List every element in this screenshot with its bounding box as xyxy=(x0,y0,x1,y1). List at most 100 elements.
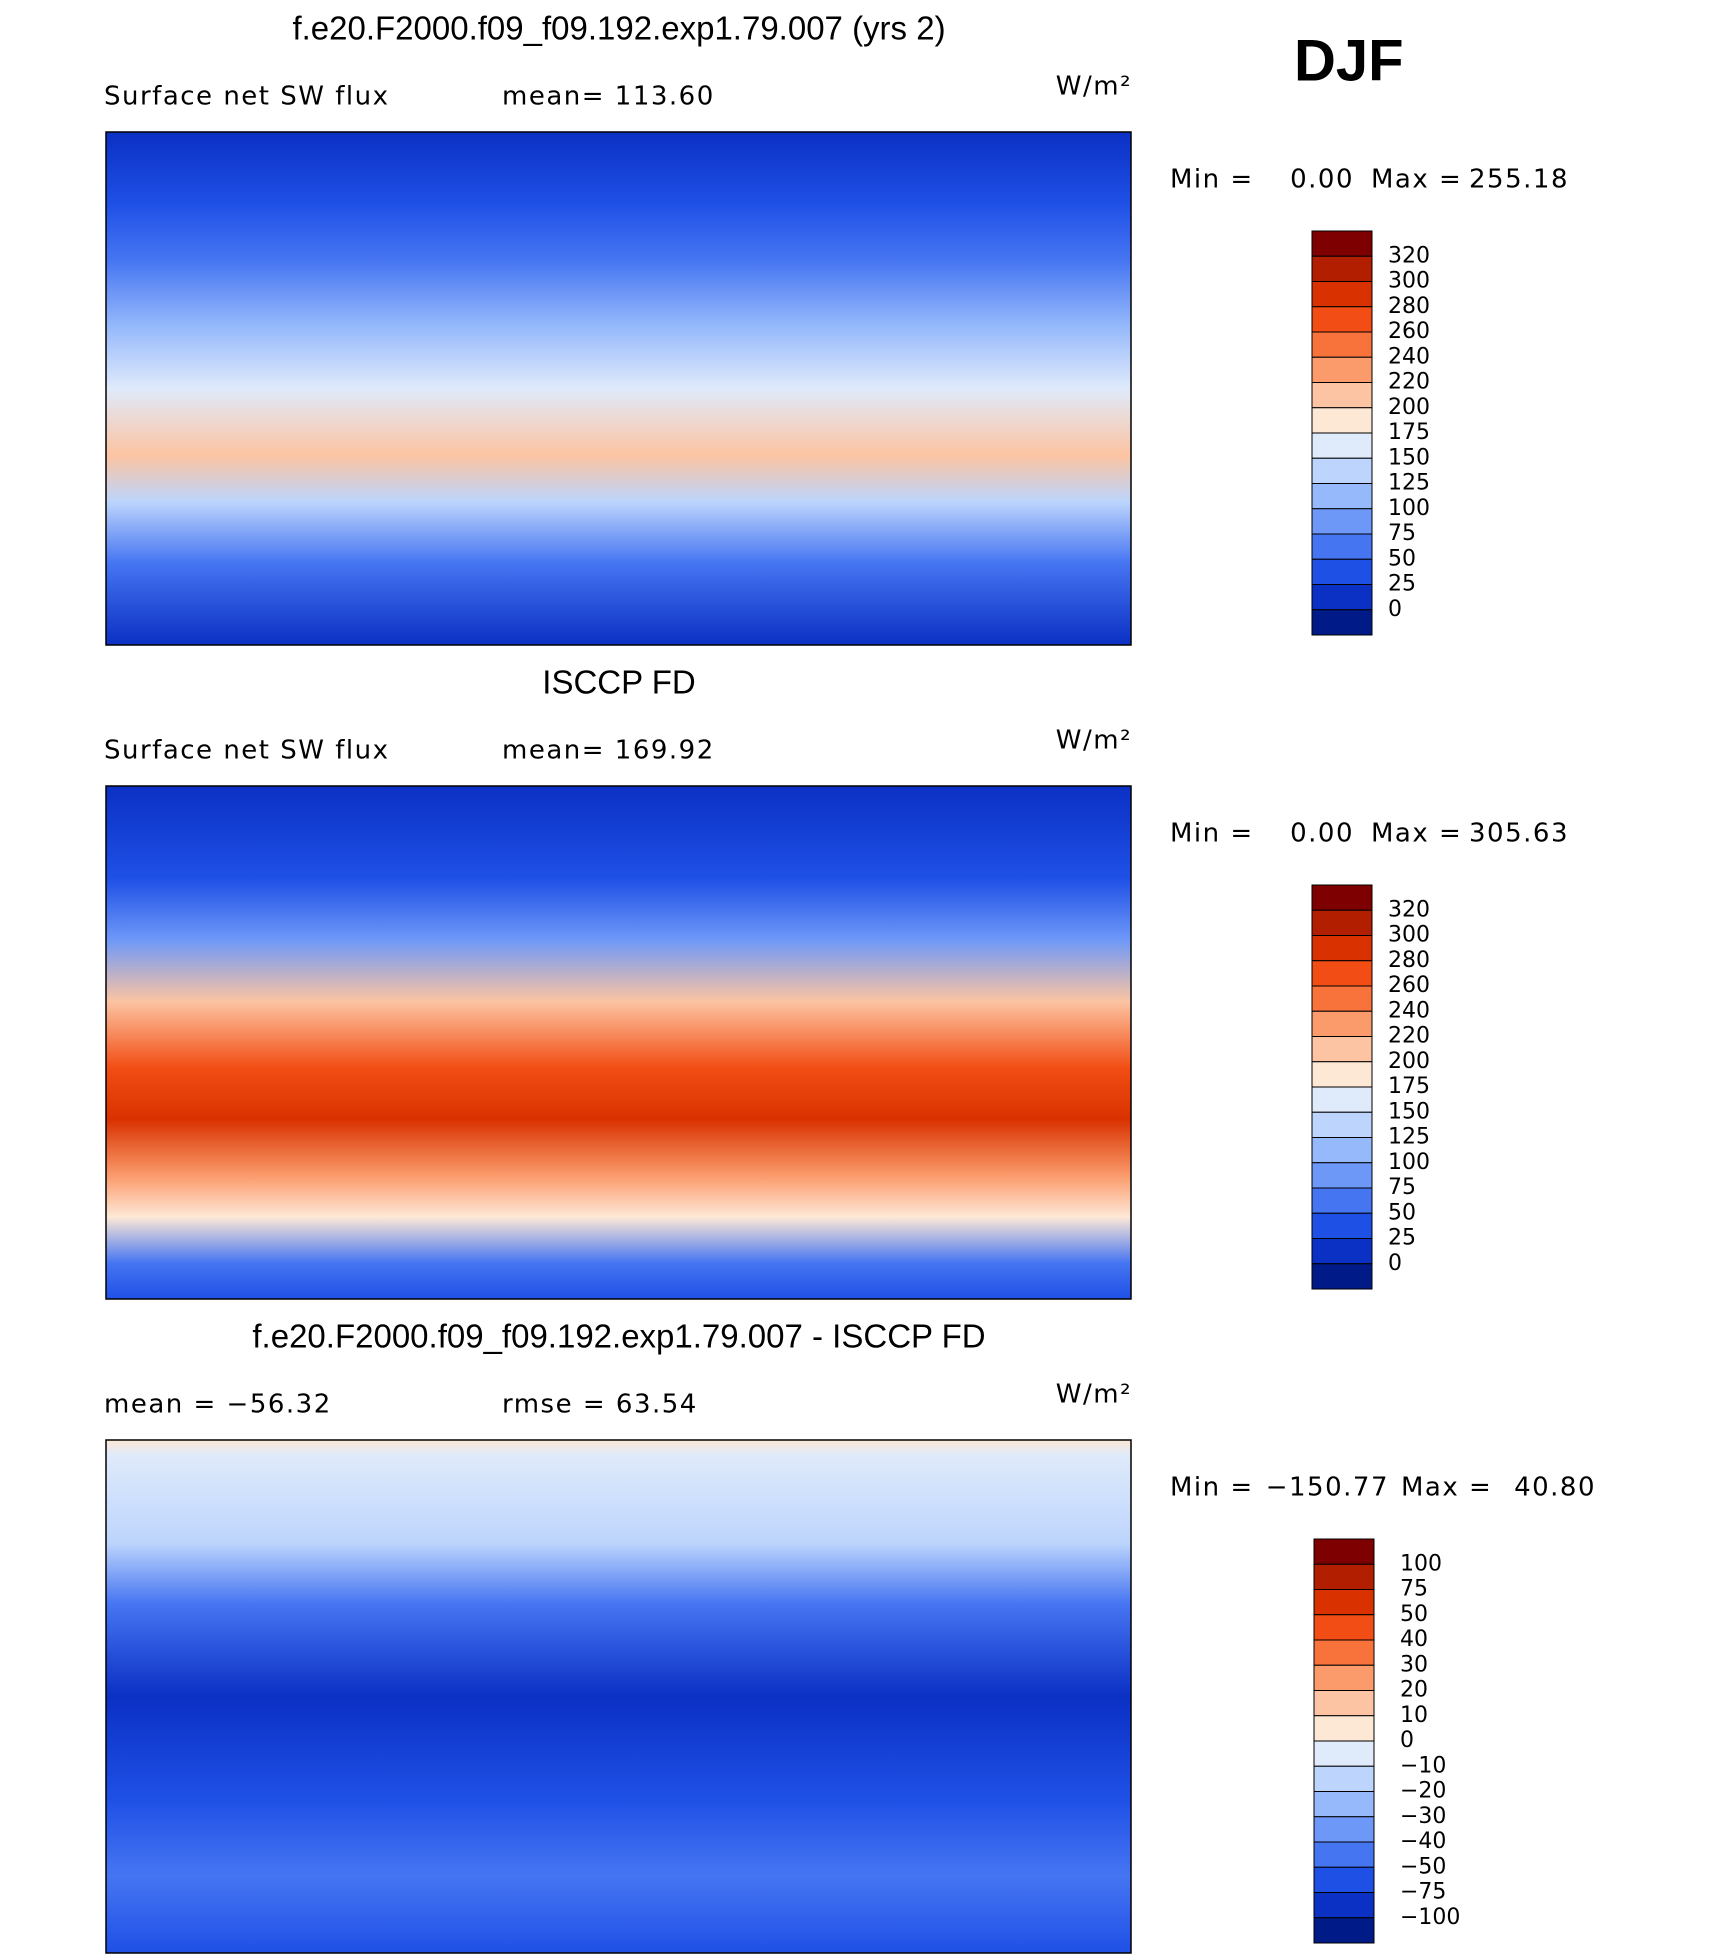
colorbar-label: 150 xyxy=(1388,445,1430,470)
colorbar-label: 10 xyxy=(1400,1703,1428,1728)
colorbar-label: 260 xyxy=(1388,319,1430,344)
colorbar-box xyxy=(1313,1791,1375,1818)
colorbar-label: 0 xyxy=(1388,597,1402,622)
units-label: W/m² xyxy=(1056,726,1132,756)
colorbar-label: 175 xyxy=(1388,1074,1430,1099)
colorbar-box xyxy=(1311,1086,1373,1113)
colorbar-label: −50 xyxy=(1400,1854,1446,1879)
max-value: 40.80 xyxy=(1514,1473,1596,1503)
colorbar-box xyxy=(1311,356,1373,383)
colorbar-label: −20 xyxy=(1400,1779,1446,1804)
units-label: W/m² xyxy=(1056,1380,1132,1410)
map xyxy=(105,785,1132,1300)
colorbar-label: 240 xyxy=(1388,998,1430,1023)
min-value: 0.00 xyxy=(1290,819,1354,849)
colorbar-box xyxy=(1311,558,1373,585)
min-label: Min = xyxy=(1170,165,1254,195)
max-label: Max = xyxy=(1401,1473,1492,1503)
colorbar-box xyxy=(1311,1162,1373,1189)
colorbar-label: −30 xyxy=(1400,1804,1446,1829)
colorbar-label: 75 xyxy=(1400,1577,1428,1602)
colorbar-label: 50 xyxy=(1400,1602,1428,1627)
colorbar-box xyxy=(1311,230,1373,257)
colorbar-label: 150 xyxy=(1388,1099,1430,1124)
colorbar-box xyxy=(1313,1639,1375,1666)
colorbar-box xyxy=(1311,331,1373,358)
colorbar-box xyxy=(1313,1664,1375,1691)
min-value: 0.00 xyxy=(1290,165,1354,195)
colorbar-label: −100 xyxy=(1400,1905,1460,1930)
colorbar-label: 280 xyxy=(1388,294,1430,319)
colorbar-label: 50 xyxy=(1388,1200,1416,1225)
colorbar-box xyxy=(1311,281,1373,308)
units-label: W/m² xyxy=(1056,72,1132,102)
colorbar-box xyxy=(1313,1892,1375,1919)
colorbar-label: 20 xyxy=(1400,1678,1428,1703)
left-label: mean = −56.32 xyxy=(104,1390,332,1420)
left-label: Surface net SW flux xyxy=(104,736,389,766)
colorbar-label: 25 xyxy=(1388,572,1416,597)
colorbar-label: 300 xyxy=(1388,269,1430,294)
colorbar-label: 200 xyxy=(1388,1049,1430,1074)
colorbar-label: 220 xyxy=(1388,1024,1430,1049)
max-value: 305.63 xyxy=(1469,819,1569,849)
colorbar-label: −40 xyxy=(1400,1829,1446,1854)
colorbar-label: 220 xyxy=(1388,370,1430,395)
colorbar-label: 125 xyxy=(1388,1125,1430,1150)
panel-title: ISCCP FD xyxy=(542,664,695,701)
colorbar-box xyxy=(1313,1563,1375,1590)
colorbar-label: 75 xyxy=(1388,1175,1416,1200)
colorbar-box xyxy=(1311,1010,1373,1037)
colorbar-box xyxy=(1311,1263,1373,1290)
colorbar-box xyxy=(1311,483,1373,510)
colorbar-label: 100 xyxy=(1400,1551,1442,1576)
colorbar-label: 75 xyxy=(1388,521,1416,546)
colorbar-label: −10 xyxy=(1400,1753,1446,1778)
colorbar-box xyxy=(1311,382,1373,409)
colorbar-label: 0 xyxy=(1388,1251,1402,1276)
colorbar-label: 0 xyxy=(1400,1728,1414,1753)
colorbar-label: 100 xyxy=(1388,1150,1430,1175)
colorbar-box xyxy=(1311,1036,1373,1063)
max-value: 255.18 xyxy=(1469,165,1569,195)
max-label: Max = xyxy=(1371,165,1462,195)
colorbar-box xyxy=(1311,1238,1373,1265)
min-label: Min = xyxy=(1170,1473,1254,1503)
center-label: mean= 169.92 xyxy=(502,736,715,766)
colorbar-label: 320 xyxy=(1388,897,1430,922)
colorbar-box xyxy=(1313,1765,1375,1792)
colorbar-box xyxy=(1311,533,1373,560)
colorbar-label: 260 xyxy=(1388,973,1430,998)
colorbar-label: 40 xyxy=(1400,1627,1428,1652)
colorbar-box xyxy=(1313,1841,1375,1868)
colorbar-box xyxy=(1311,1111,1373,1138)
colorbar-label: 125 xyxy=(1388,471,1430,496)
colorbar-box xyxy=(1313,1866,1375,1893)
panel-title: f.e20.F2000.f09_f09.192.exp1.79.007 - IS… xyxy=(252,1318,985,1355)
colorbar-box xyxy=(1311,457,1373,484)
left-label: Surface net SW flux xyxy=(104,82,389,112)
colorbar-box xyxy=(1313,1917,1375,1944)
colorbar-box xyxy=(1311,584,1373,611)
min-label: Min = xyxy=(1170,819,1254,849)
colorbar-box xyxy=(1313,1715,1375,1742)
colorbar-box xyxy=(1311,1061,1373,1088)
max-label: Max = xyxy=(1371,819,1462,849)
colorbar-label: 25 xyxy=(1388,1226,1416,1251)
colorbar-box xyxy=(1313,1690,1375,1717)
colorbar-label: 200 xyxy=(1388,395,1430,420)
colorbar-box xyxy=(1313,1816,1375,1843)
colorbar-label: 100 xyxy=(1388,496,1430,521)
colorbar-label: −75 xyxy=(1400,1880,1446,1905)
colorbar-label: 50 xyxy=(1388,546,1416,571)
colorbar-box xyxy=(1311,508,1373,535)
colorbar-box xyxy=(1311,1212,1373,1239)
colorbar-box xyxy=(1313,1614,1375,1641)
colorbar-box xyxy=(1311,306,1373,333)
colorbar-label: 175 xyxy=(1388,420,1430,445)
colorbar-label: 300 xyxy=(1388,923,1430,948)
center-label: mean= 113.60 xyxy=(502,82,715,112)
colorbar-box xyxy=(1311,985,1373,1012)
colorbar-box xyxy=(1313,1740,1375,1767)
